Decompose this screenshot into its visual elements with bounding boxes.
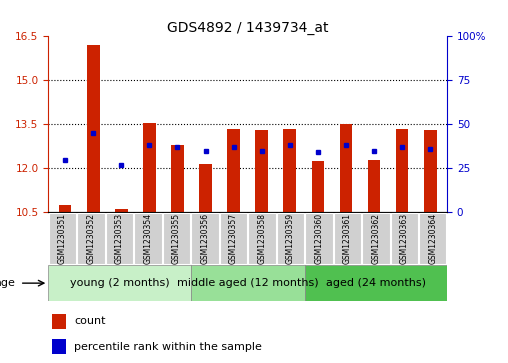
Bar: [190, 265, 305, 301]
Bar: [199, 164, 212, 212]
Bar: [340, 124, 352, 212]
Bar: [220, 213, 247, 265]
Bar: [256, 130, 268, 212]
Text: young (2 months): young (2 months): [70, 278, 169, 288]
Bar: [419, 213, 447, 265]
Bar: [134, 213, 162, 265]
Bar: [191, 213, 218, 265]
Text: GSM1230355: GSM1230355: [172, 213, 181, 264]
Bar: [227, 129, 240, 212]
Bar: [277, 213, 304, 265]
Text: age: age: [0, 278, 15, 288]
Text: GSM1230352: GSM1230352: [86, 213, 96, 264]
Bar: [171, 145, 184, 212]
Bar: [305, 213, 333, 265]
Bar: [48, 265, 190, 301]
Bar: [59, 205, 72, 212]
Title: GDS4892 / 1439734_at: GDS4892 / 1439734_at: [167, 21, 328, 35]
Bar: [283, 129, 296, 212]
Text: GSM1230362: GSM1230362: [371, 213, 380, 264]
Text: percentile rank within the sample: percentile rank within the sample: [74, 342, 262, 352]
Text: GSM1230364: GSM1230364: [428, 213, 437, 264]
Text: GSM1230358: GSM1230358: [258, 213, 266, 264]
Text: GSM1230353: GSM1230353: [115, 213, 124, 264]
Bar: [163, 213, 190, 265]
Bar: [396, 129, 408, 212]
Bar: [87, 45, 100, 212]
Text: aged (24 months): aged (24 months): [326, 278, 426, 288]
Bar: [52, 314, 66, 329]
Text: middle aged (12 months): middle aged (12 months): [177, 278, 319, 288]
Bar: [248, 213, 275, 265]
Bar: [305, 265, 447, 301]
Text: GSM1230360: GSM1230360: [314, 213, 324, 264]
Bar: [391, 213, 418, 265]
Text: GSM1230361: GSM1230361: [343, 213, 352, 264]
Bar: [311, 161, 324, 212]
Bar: [368, 160, 380, 212]
Text: GSM1230356: GSM1230356: [201, 213, 209, 264]
Bar: [115, 209, 128, 212]
Text: GSM1230351: GSM1230351: [58, 213, 67, 264]
Bar: [52, 339, 66, 354]
Text: GSM1230357: GSM1230357: [229, 213, 238, 264]
Bar: [49, 213, 76, 265]
Bar: [362, 213, 390, 265]
Bar: [143, 123, 155, 212]
Bar: [424, 130, 436, 212]
Bar: [77, 213, 105, 265]
Bar: [334, 213, 361, 265]
Text: count: count: [74, 316, 106, 326]
Bar: [106, 213, 133, 265]
Text: GSM1230359: GSM1230359: [286, 213, 295, 264]
Text: GSM1230363: GSM1230363: [400, 213, 409, 264]
Text: GSM1230354: GSM1230354: [143, 213, 152, 264]
